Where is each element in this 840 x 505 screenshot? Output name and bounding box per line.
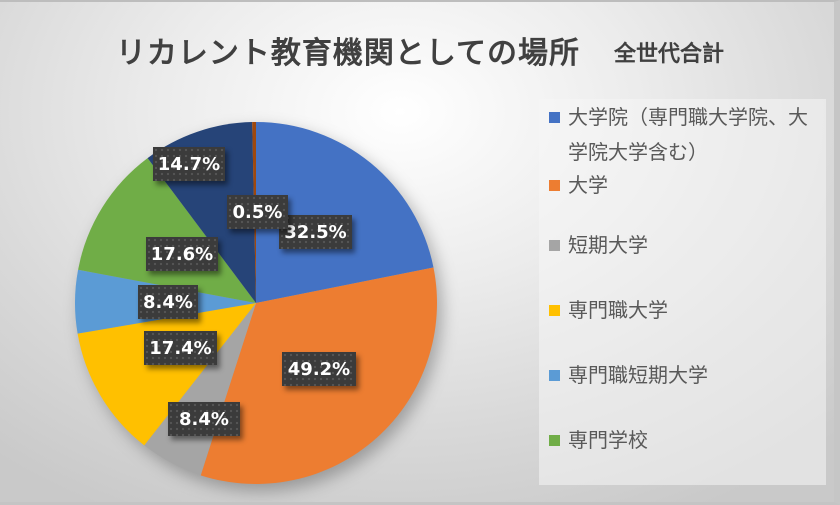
data-label-slice-4: 17.4% bbox=[144, 331, 217, 365]
legend-marker-icon bbox=[549, 180, 560, 191]
legend-label: 大学院（専門職大学院、大学院大学含む） bbox=[568, 105, 808, 164]
legend-label: 専門職短期大学 bbox=[568, 363, 708, 387]
legend-label: 大学 bbox=[568, 173, 608, 197]
data-label-slice-8: 0.5% bbox=[227, 195, 288, 229]
data-label-slice-2: 49.2% bbox=[282, 352, 356, 386]
pie-slice-1 bbox=[256, 122, 434, 303]
data-label-slice-1: 32.5% bbox=[279, 215, 352, 249]
data-label-slice-3: 8.4% bbox=[168, 402, 240, 436]
legend-label: 専門職大学 bbox=[568, 298, 668, 322]
legend: 大学院（専門職大学院、大学院大学含む） 大学 短期大学 専門職大学 専門職短期大… bbox=[539, 99, 826, 485]
data-label-slice-6: 17.6% bbox=[146, 237, 218, 271]
chart-title-main: リカレント教育機関としての場所 bbox=[115, 36, 581, 71]
legend-marker-icon bbox=[549, 112, 560, 123]
data-label-slice-5: 8.4% bbox=[138, 285, 198, 319]
chart-subtitle: 全世代合計 bbox=[614, 42, 725, 67]
legend-item-professional-junior-college: 専門職短期大学 bbox=[549, 358, 821, 393]
legend-item-junior-college: 短期大学 bbox=[549, 228, 821, 263]
legend-item-university: 大学 bbox=[549, 168, 821, 203]
legend-label: 短期大学 bbox=[568, 233, 648, 257]
data-label-slice-7: 14.7% bbox=[153, 147, 225, 181]
legend-marker-icon bbox=[549, 305, 560, 316]
legend-item-vocational-school: 専門学校 bbox=[549, 423, 821, 458]
legend-label: 専門学校 bbox=[568, 428, 648, 452]
legend-marker-icon bbox=[549, 370, 560, 381]
chart-title: リカレント教育機関としての場所 全世代合計 bbox=[0, 28, 834, 72]
legend-item-graduate-school: 大学院（専門職大学院、大学院大学含む） bbox=[549, 100, 821, 170]
legend-marker-icon bbox=[549, 435, 560, 446]
legend-item-professional-university: 専門職大学 bbox=[549, 293, 821, 328]
legend-marker-icon bbox=[549, 240, 560, 251]
